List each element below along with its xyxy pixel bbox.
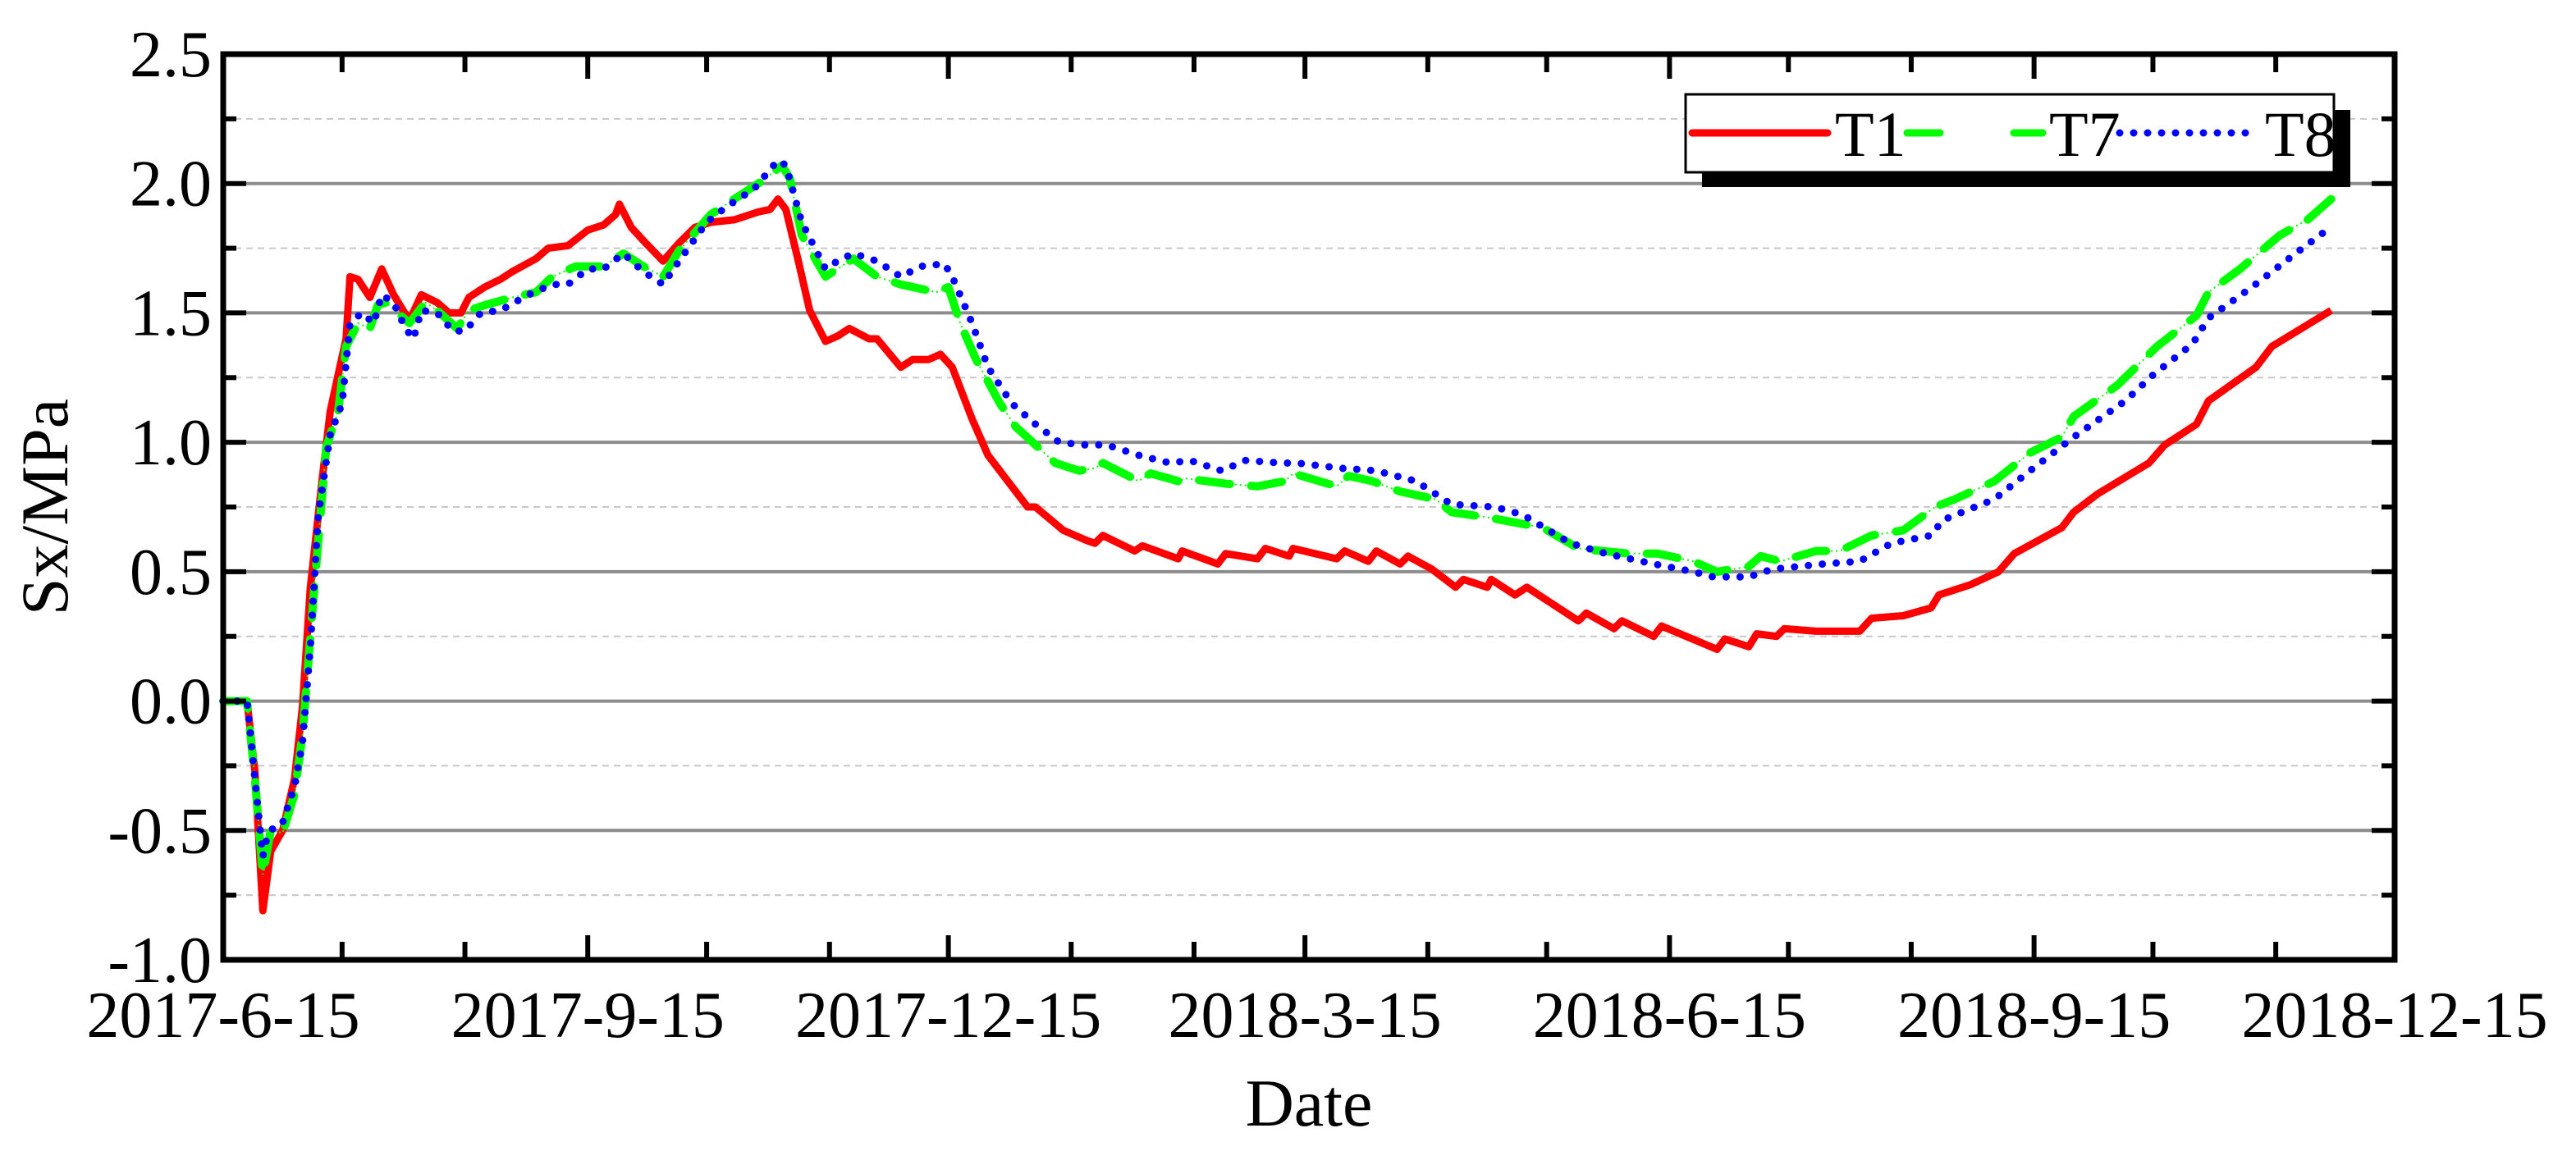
y-tick-label: 2.0	[130, 148, 212, 221]
x-tick-label: 2018-6-15	[1533, 980, 1806, 1052]
x-tick-label: 2017-12-15	[795, 980, 1101, 1052]
x-tick-label: 2018-3-15	[1169, 980, 1442, 1052]
y-tick-label: -1.0	[108, 925, 212, 997]
y-tick-label: 2.5	[130, 19, 212, 91]
x-tick-label: 2017-6-15	[86, 980, 359, 1052]
tick-labels: -1.0 -0.5 0.0 0.5 1.0 1.5 2.0 2.5 2017-6-15 2017-…	[86, 19, 2547, 1052]
x-tick-label: 2018-12-15	[2241, 980, 2547, 1052]
y-tick-label: 1.5	[130, 277, 212, 349]
x-axis-label: Date	[1246, 1066, 1373, 1140]
series-line-T7-thin	[223, 164, 2332, 875]
series-lines	[219, 156, 2336, 915]
y-tick-label: 0.5	[130, 537, 212, 609]
gridlines	[223, 117, 2395, 897]
y-axis-label: Sx/MPa	[7, 399, 82, 615]
x-tick-label: 2018-9-15	[1897, 980, 2171, 1052]
y-tick-label: -0.5	[108, 795, 212, 867]
legend-label-T1: T1	[1835, 98, 1906, 170]
axes	[220, 51, 2398, 963]
y-tick-label: 1.0	[130, 407, 212, 479]
y-tick-label: 0.0	[130, 666, 212, 738]
legend: T1 T7 T8	[1684, 93, 2350, 187]
series-line-T7	[219, 161, 2336, 879]
series-line-T8	[219, 156, 2327, 861]
series-line-T1	[223, 195, 2334, 915]
legend-label-T8: T8	[2265, 98, 2336, 170]
x-tick-label: 2017-9-15	[451, 980, 725, 1052]
legend-label-T7: T7	[2049, 98, 2121, 170]
